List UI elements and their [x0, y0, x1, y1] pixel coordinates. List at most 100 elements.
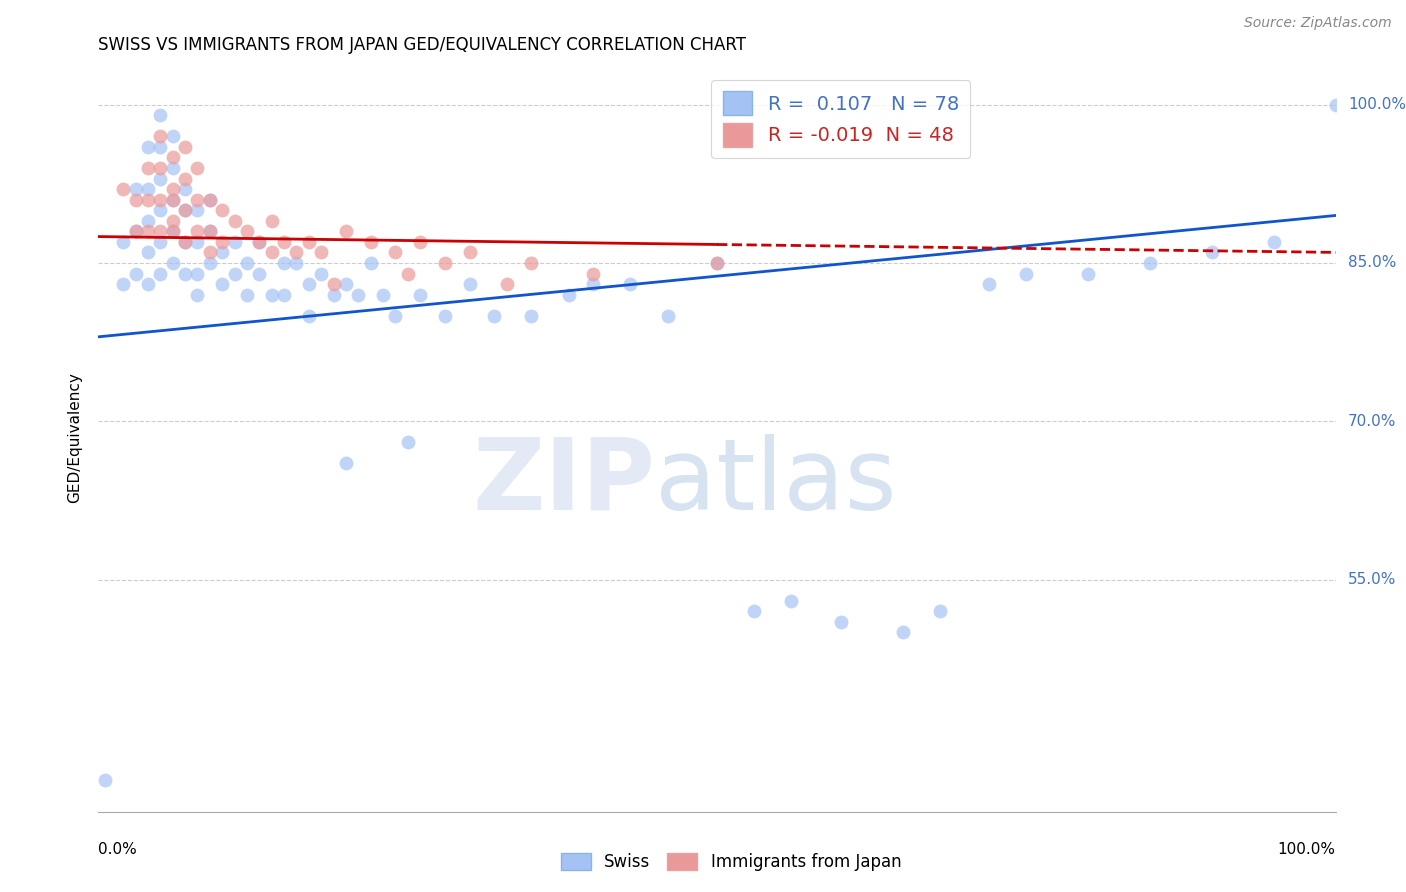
Point	[433, 309, 456, 323]
Point	[162, 224, 184, 238]
Point	[162, 150, 184, 164]
Point	[136, 161, 159, 175]
Point	[484, 309, 506, 323]
Point	[174, 171, 197, 186]
Point	[247, 235, 270, 249]
Point	[174, 267, 197, 281]
Point	[309, 267, 332, 281]
Point	[706, 256, 728, 270]
Point	[495, 277, 517, 291]
Point	[396, 435, 419, 450]
Point	[198, 224, 221, 238]
Text: 0.0%: 0.0%	[98, 842, 138, 856]
Point	[93, 773, 115, 788]
Point	[186, 193, 208, 207]
Point	[211, 235, 233, 249]
Point	[149, 203, 172, 218]
Point	[706, 256, 728, 270]
Point	[1201, 245, 1223, 260]
Point	[162, 213, 184, 227]
Point	[458, 245, 481, 260]
Text: SWISS VS IMMIGRANTS FROM JAPAN GED/EQUIVALENCY CORRELATION CHART: SWISS VS IMMIGRANTS FROM JAPAN GED/EQUIV…	[98, 36, 747, 54]
Point	[136, 224, 159, 238]
Text: 70.0%: 70.0%	[1348, 414, 1396, 429]
Point	[384, 309, 406, 323]
Point	[928, 604, 950, 618]
Point	[247, 267, 270, 281]
Point	[149, 108, 172, 122]
Point	[619, 277, 641, 291]
Point	[136, 140, 159, 154]
Point	[1139, 256, 1161, 270]
Y-axis label: GED/Equivalency: GED/Equivalency	[67, 372, 83, 502]
Point	[322, 277, 344, 291]
Point	[186, 224, 208, 238]
Point	[162, 193, 184, 207]
Point	[298, 235, 321, 249]
Point	[273, 256, 295, 270]
Point	[162, 129, 184, 144]
Point	[198, 256, 221, 270]
Point	[273, 287, 295, 301]
Text: Source: ZipAtlas.com: Source: ZipAtlas.com	[1244, 16, 1392, 29]
Legend: R =  0.107   N = 78, R = -0.019  N = 48: R = 0.107 N = 78, R = -0.019 N = 48	[711, 79, 970, 158]
Point	[174, 235, 197, 249]
Point	[112, 182, 135, 196]
Point	[149, 267, 172, 281]
Point	[211, 277, 233, 291]
Point	[186, 267, 208, 281]
Point	[198, 224, 221, 238]
Point	[149, 235, 172, 249]
Point	[136, 277, 159, 291]
Point	[657, 309, 679, 323]
Point	[335, 277, 357, 291]
Point	[236, 287, 259, 301]
Point	[409, 235, 432, 249]
Legend: Swiss, Immigrants from Japan: Swiss, Immigrants from Japan	[553, 845, 910, 880]
Point	[557, 287, 579, 301]
Point	[112, 277, 135, 291]
Point	[1015, 267, 1038, 281]
Text: ZIP: ZIP	[472, 434, 655, 531]
Point	[582, 277, 605, 291]
Point	[830, 615, 852, 629]
Point	[149, 171, 172, 186]
Point	[520, 309, 543, 323]
Point	[224, 213, 246, 227]
Point	[186, 287, 208, 301]
Point	[136, 182, 159, 196]
Point	[124, 193, 146, 207]
Point	[162, 182, 184, 196]
Point	[211, 203, 233, 218]
Text: 85.0%: 85.0%	[1348, 255, 1396, 270]
Point	[198, 245, 221, 260]
Point	[582, 267, 605, 281]
Point	[360, 235, 382, 249]
Point	[384, 245, 406, 260]
Point	[149, 224, 172, 238]
Text: 100.0%: 100.0%	[1278, 842, 1336, 856]
Point	[174, 140, 197, 154]
Point	[174, 182, 197, 196]
Point	[236, 224, 259, 238]
Text: 100.0%: 100.0%	[1348, 97, 1406, 112]
Point	[186, 203, 208, 218]
Point	[149, 193, 172, 207]
Point	[149, 129, 172, 144]
Point	[198, 193, 221, 207]
Point	[236, 256, 259, 270]
Point	[780, 593, 803, 607]
Point	[124, 224, 146, 238]
Point	[260, 287, 283, 301]
Point	[136, 213, 159, 227]
Point	[298, 309, 321, 323]
Point	[409, 287, 432, 301]
Point	[162, 193, 184, 207]
Point	[224, 235, 246, 249]
Point	[1263, 235, 1285, 249]
Point	[174, 235, 197, 249]
Point	[891, 625, 914, 640]
Point	[186, 235, 208, 249]
Point	[186, 161, 208, 175]
Point	[149, 161, 172, 175]
